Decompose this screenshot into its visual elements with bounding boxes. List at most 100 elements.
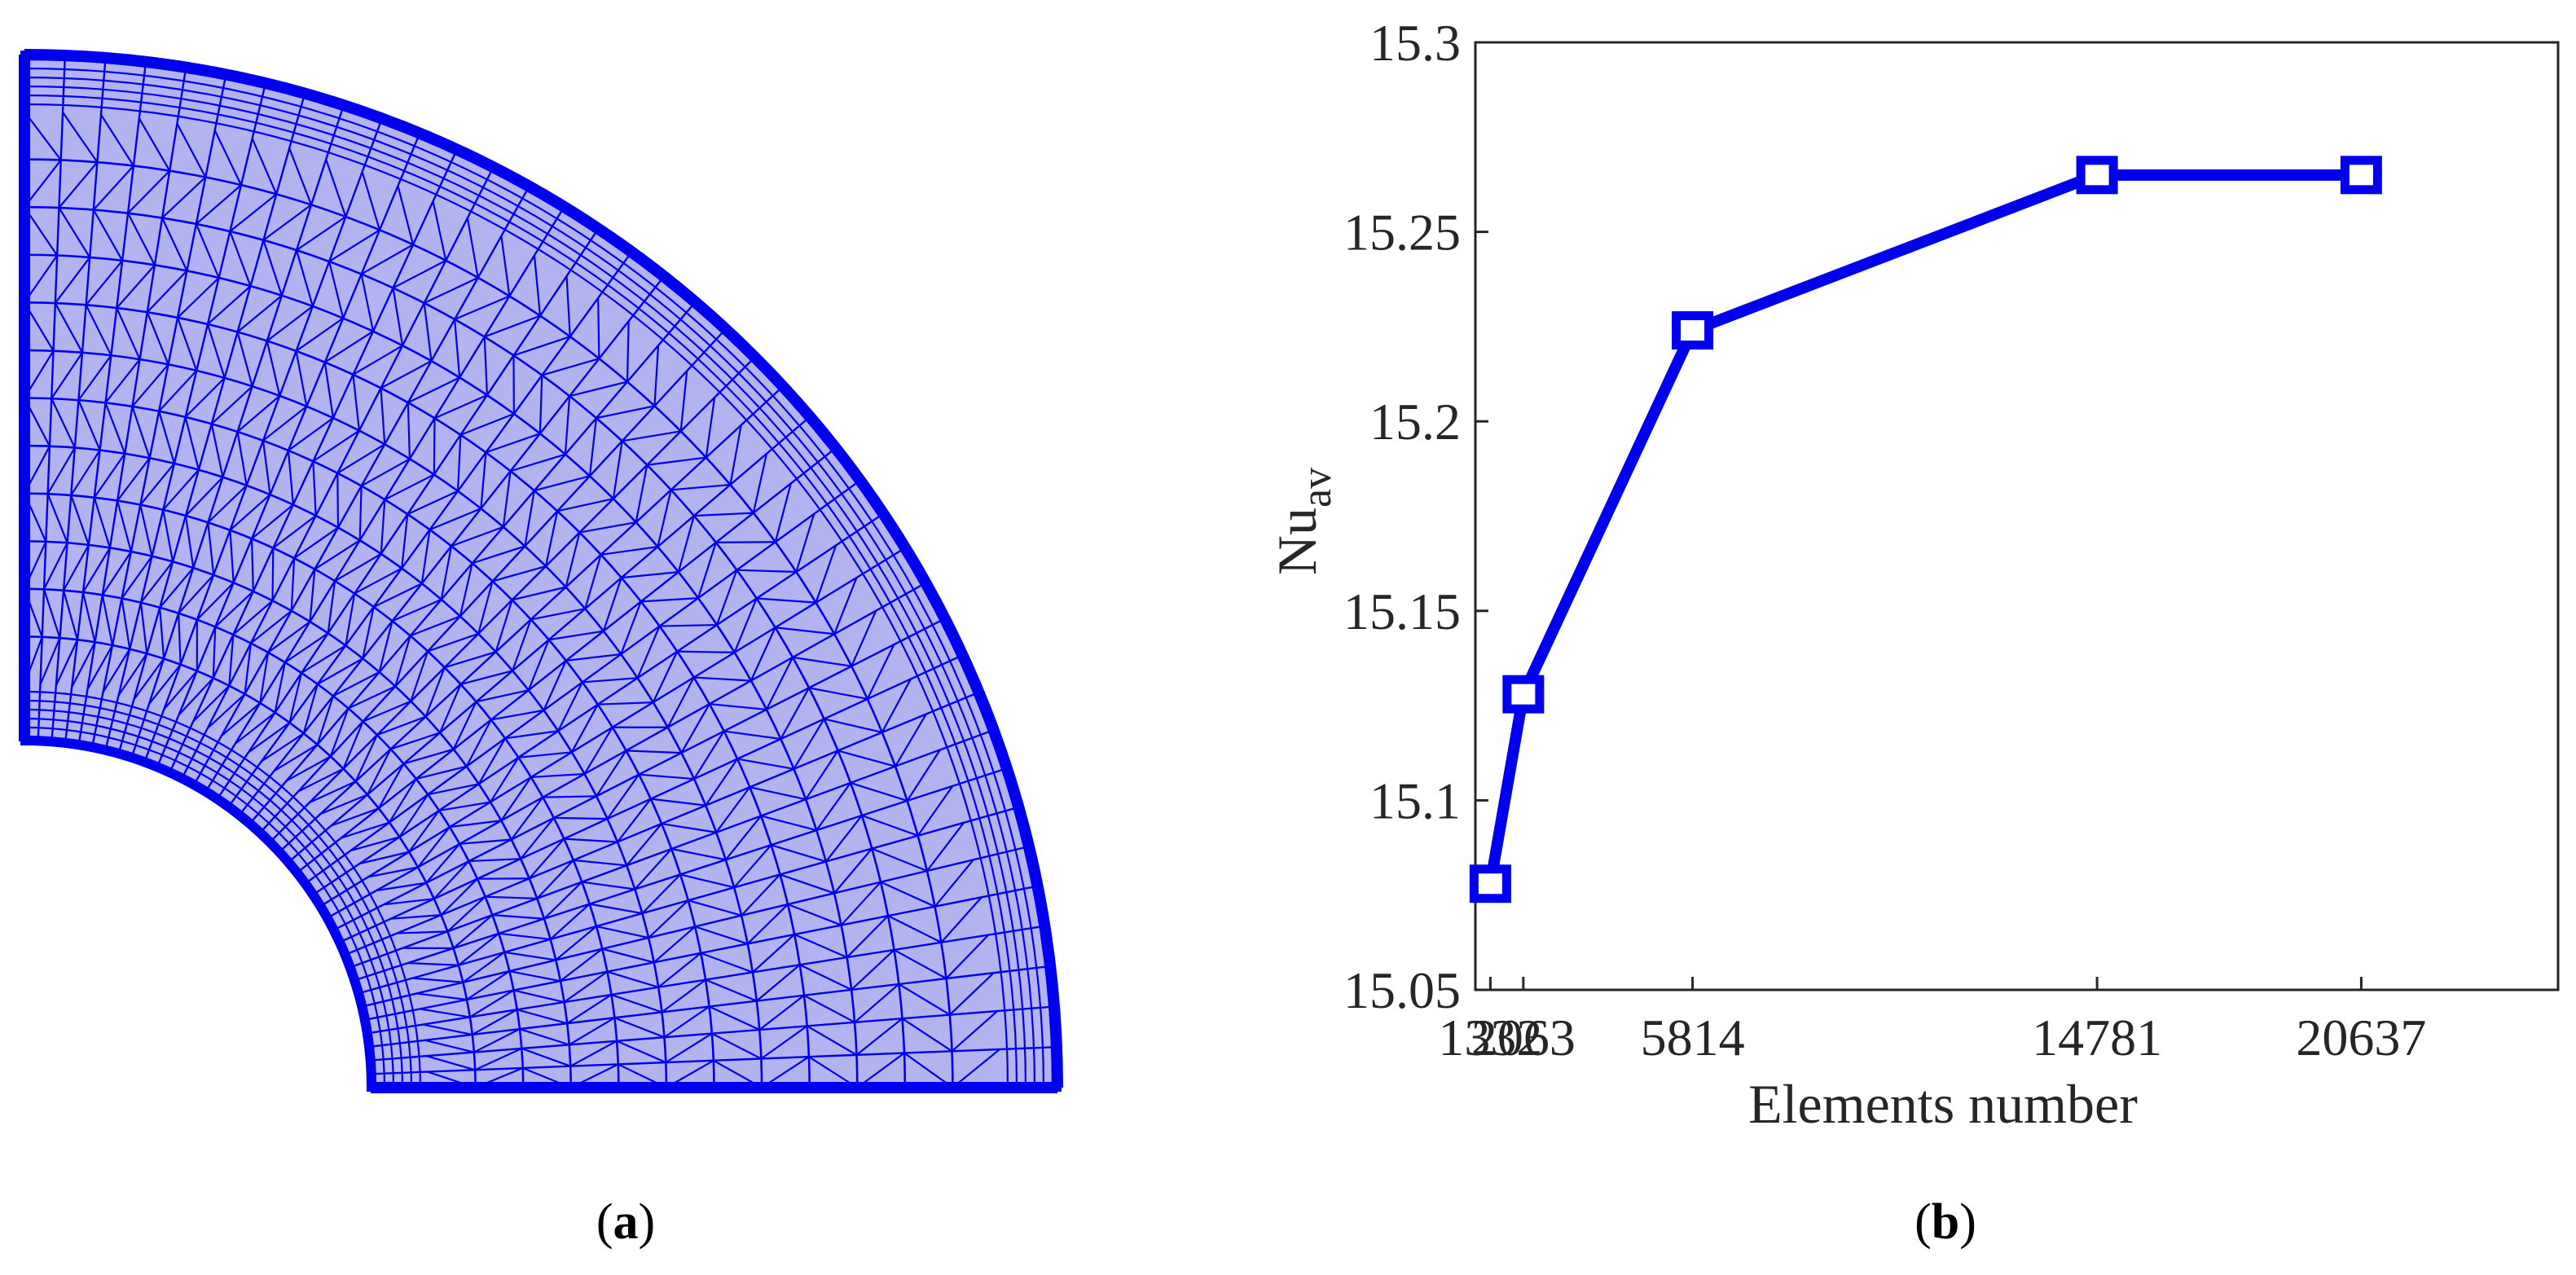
mesh-diagonal [504,951,556,961]
mesh-diagonal [652,651,679,703]
mesh-diagonal [459,838,512,845]
mesh-diagonal [635,464,648,523]
mesh-diagonal [825,815,863,863]
mesh-diagonal [473,1028,521,1053]
mesh-diagonal [945,934,990,979]
mesh-diagonal [492,914,545,920]
mesh-diagonal [466,218,479,279]
y-tick-label: 15.05 [1343,961,1461,1019]
mesh-diagonal [410,651,429,702]
mesh-diagonal [688,899,742,917]
mesh-diagonal [332,670,380,697]
mesh-diagonal [760,815,817,832]
mesh-diagonal [93,453,126,499]
mesh-diagonal [196,184,242,225]
mesh-diagonal [693,512,754,517]
mesh-diagonal [288,417,334,451]
mesh-diagonal [596,925,649,939]
mesh-diagonal [775,627,835,635]
mesh-diagonal [63,544,90,591]
mesh-diagonal [352,345,403,376]
mesh-diagonal [138,117,171,172]
mesh-diagonal [320,794,368,816]
data-point-marker [2076,156,2118,195]
mesh-diagonal [159,607,165,659]
mesh-diagonal [489,757,520,803]
mesh-diagonal [500,776,532,821]
mesh-diagonal [207,285,252,325]
mesh-diagonal [677,515,695,573]
mesh-diagonal [480,452,487,509]
mesh-diagonal [236,294,283,333]
mesh-diagonal [380,499,386,554]
mesh-diagonal [555,925,597,961]
mesh-diagonal [116,457,151,502]
mesh-diagonal [392,598,442,622]
mesh-diagonal [146,270,188,313]
series-polyline [1484,169,2362,885]
mesh-diagonal [236,395,280,433]
mesh-diagonal [236,431,248,486]
mesh-diagonal [613,1017,665,1039]
mesh-diagonal [895,713,927,767]
mesh-diagonal [438,801,491,811]
mesh-diagonal [454,319,461,378]
mesh-diagonal [92,165,134,211]
mesh-diagonal [833,847,873,895]
mesh-diagonal [622,430,681,442]
mesh-diagonal [162,509,174,562]
mesh-diagonal [345,593,356,646]
mesh-diagonal [472,1009,518,1035]
mesh-diagonal [433,418,436,475]
mesh-diagonal [350,836,400,852]
mesh-diagonal [158,370,198,412]
mesh-diagonal [228,634,235,686]
series-markers [1469,156,2382,903]
data-point-marker [2340,156,2382,195]
mesh-diagonal [248,722,291,754]
mesh-diagonal [398,794,429,838]
mesh-diagonal [793,933,848,959]
mesh-diagonal [433,860,470,899]
mesh-diagonal [229,231,252,287]
mesh-diagonal [661,978,706,1013]
mesh-diagonal [524,490,535,547]
mesh-diagonal [855,1018,903,1056]
mesh-diagonal [833,577,858,635]
plot-area-box [1474,41,2560,991]
mesh-diagonal [272,515,317,549]
mesh-diagonal [196,582,235,621]
mesh-diagonal [101,551,132,596]
mesh-diagonal [530,772,585,779]
mesh-diagonal [840,881,881,926]
mesh-diagonal [428,783,479,796]
mesh-diagonal [62,590,79,640]
mesh-diagonal [610,993,662,1013]
mesh-diagonal [440,546,453,600]
mesh-diagonal [940,896,982,943]
mesh-diagonal [607,970,659,988]
mesh-diagonal [492,565,547,583]
y-tick-label: 15.1 [1369,772,1461,829]
mesh-diagonal [452,701,477,750]
mesh-diagonal [324,330,374,363]
mesh-diagonal [139,504,153,557]
mesh-diagonal [477,581,494,635]
mesh-diagonal [422,1023,473,1036]
mesh-diagonal [500,235,511,297]
mesh-diagonal [100,114,134,167]
mesh-diagonal [565,275,571,337]
mesh-diagonal [211,385,253,425]
mesh-diagonal [621,571,679,579]
data-point-marker [1502,675,1545,714]
mesh-diagonal [733,598,758,653]
mesh-diagonal [881,678,912,733]
mesh-diagonal [266,306,314,342]
mesh-diagonal [485,895,538,899]
mesh-diagonal [236,332,253,387]
mesh-diagonal [348,685,396,710]
mesh-diagonal [548,630,604,641]
mesh-diagonal [736,758,794,770]
mesh-diagonal [46,493,68,543]
